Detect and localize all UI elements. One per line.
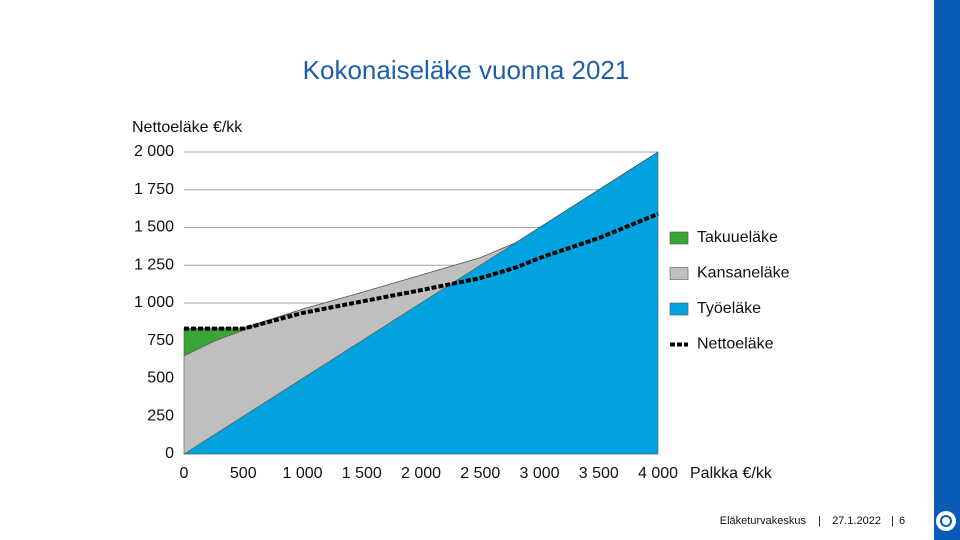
x-tick-label: 3 000	[519, 465, 559, 482]
legend-swatch	[669, 231, 689, 245]
x-tick-label: 3 500	[579, 465, 619, 482]
x-tick-label: 2 000	[401, 465, 441, 482]
y-tick-label: 500	[147, 370, 174, 387]
footer-org: Eläketurvakeskus	[720, 515, 807, 527]
y-tick-label: 750	[147, 332, 174, 349]
y-tick-label: 1 500	[134, 219, 174, 236]
x-tick-label: 1 000	[282, 465, 322, 482]
y-tick-label: 2 000	[134, 143, 174, 160]
x-tick-label: 0	[180, 465, 189, 482]
footer-separator: |	[891, 515, 894, 527]
x-tick-label: 4 000	[638, 465, 678, 482]
legend-label: Takuueläke	[697, 229, 778, 246]
net-line	[184, 212, 659, 331]
legend-label: Kansaneläke	[697, 265, 790, 282]
legend-swatch	[669, 267, 689, 280]
area	[183, 151, 659, 357]
y-axis-label: Nettoeläke €/kk	[132, 119, 243, 136]
side-strip	[934, 0, 960, 540]
footer-page: 6	[899, 515, 905, 527]
x-tick-label: 500	[230, 465, 257, 482]
logo-mark	[940, 515, 952, 527]
logo	[936, 511, 956, 531]
x-tick-label: 2 500	[460, 465, 500, 482]
y-tick-label: 1 750	[134, 181, 174, 198]
x-tick-label: 1 500	[342, 465, 382, 482]
footer-separator: |	[818, 515, 821, 527]
y-tick-label: 250	[147, 407, 174, 424]
chart-title: Kokonaiseläke vuonna 2021	[303, 55, 630, 85]
y-tick-label: 0	[165, 445, 174, 462]
footer-date: 27.1.2022	[832, 515, 881, 527]
legend-label: Nettoeläke	[697, 336, 774, 353]
legend-swatch	[669, 302, 689, 316]
legend-label: Työeläke	[697, 300, 761, 317]
x-axis-label: Palkka €/kk	[690, 465, 773, 482]
y-tick-label: 1 000	[134, 294, 174, 311]
y-tick-label: 1 250	[134, 256, 174, 273]
